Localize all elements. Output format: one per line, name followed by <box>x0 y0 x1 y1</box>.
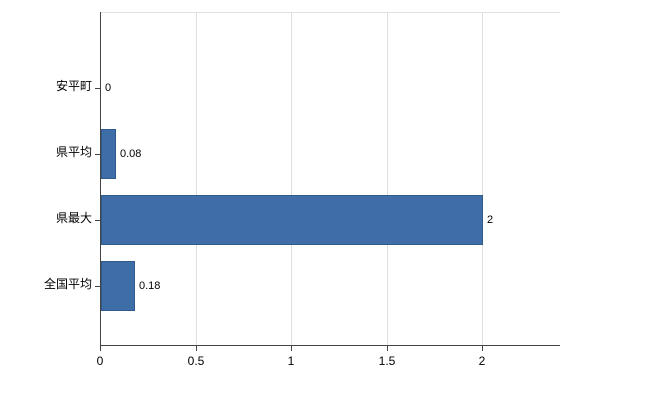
category-label: 県最大 <box>55 211 92 225</box>
category-label: 全国平均 <box>43 277 92 291</box>
x-tick <box>482 346 483 351</box>
bar-value-label: 2 <box>487 214 494 226</box>
x-axis <box>100 345 560 346</box>
gridline-horizontal <box>100 12 560 13</box>
x-tick-label: 1.5 <box>378 354 396 368</box>
x-tick <box>291 346 292 351</box>
y-tick <box>95 154 100 155</box>
y-axis <box>100 12 101 346</box>
y-tick <box>95 286 100 287</box>
x-tick <box>100 346 101 351</box>
gridline-vertical <box>482 12 483 345</box>
y-tick <box>95 88 100 89</box>
x-tick-label: 2 <box>478 354 486 368</box>
category-label: 安平町 <box>55 79 92 93</box>
x-tick <box>387 346 388 351</box>
bar-value-label: 0.08 <box>120 148 142 160</box>
x-tick-label: 0 <box>96 354 104 368</box>
y-tick <box>95 220 100 221</box>
x-tick <box>196 346 197 351</box>
bar <box>101 129 116 179</box>
category-label: 県平均 <box>55 145 92 159</box>
gridline-vertical <box>387 12 388 345</box>
x-tick-label: 1 <box>287 354 295 368</box>
bar <box>101 261 135 311</box>
bar <box>101 195 483 245</box>
bar-value-label: 0 <box>105 82 112 94</box>
gridline-vertical <box>196 12 197 345</box>
gridline-vertical <box>291 12 292 345</box>
bar-value-label: 0.18 <box>139 280 161 292</box>
x-tick-label: 0.5 <box>187 354 205 368</box>
